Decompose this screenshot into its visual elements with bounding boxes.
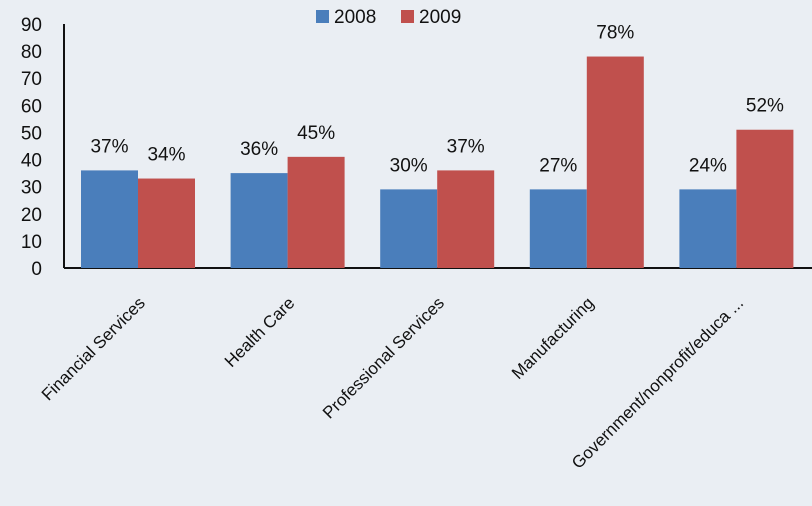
y-tick-label: 20 xyxy=(21,205,42,226)
legend-label: 2009 xyxy=(419,7,461,28)
bar-2008-1 xyxy=(81,170,138,268)
y-tick-label: 30 xyxy=(21,178,42,199)
bar-2008-4 xyxy=(529,189,587,268)
data-label: 37% xyxy=(447,136,485,157)
bar-2009-5 xyxy=(736,129,794,268)
y-tick-label: 60 xyxy=(21,96,42,117)
y-tick-label: 70 xyxy=(21,69,42,90)
data-label: 45% xyxy=(297,123,335,144)
bar-2008-2 xyxy=(230,173,288,268)
bar-2009-1 xyxy=(138,178,195,268)
bar-2009-3 xyxy=(437,170,495,268)
bar-2008-5 xyxy=(679,189,737,268)
legend-swatch-2009 xyxy=(401,10,414,23)
bar-2009-2 xyxy=(287,156,345,268)
y-tick-label: 50 xyxy=(21,123,42,144)
bars xyxy=(81,56,794,269)
data-label: 24% xyxy=(689,155,727,176)
bar-2009-4 xyxy=(586,56,644,269)
data-label: 36% xyxy=(240,139,278,160)
category-label: Manufacturing xyxy=(508,293,598,383)
y-tick-label: 90 xyxy=(21,15,42,36)
y-tick-label: 80 xyxy=(21,42,42,63)
category-label: Financial Services xyxy=(38,293,149,404)
data-label: 30% xyxy=(390,155,428,176)
data-label: 52% xyxy=(746,96,784,117)
y-tick-label: 10 xyxy=(21,232,42,253)
data-label: 37% xyxy=(90,136,128,157)
category-labels: Financial Services Health Care Professiona… xyxy=(38,293,747,472)
legend-label: 2008 xyxy=(334,7,376,28)
data-labels: 37% 34% 36% 45% 30% 37% 27% 78% 24% 52% xyxy=(90,23,784,177)
data-label: 27% xyxy=(539,155,577,176)
category-label: Government/nonprofit/educa ... xyxy=(568,293,747,472)
legend-swatch-2008 xyxy=(316,10,329,23)
y-tick-label: 0 xyxy=(31,259,42,280)
data-label: 78% xyxy=(596,23,634,44)
legend: 2008 2009 xyxy=(316,7,461,28)
bar-2008-3 xyxy=(380,189,438,268)
y-tick-label: 40 xyxy=(21,151,42,172)
data-label: 34% xyxy=(147,145,185,166)
category-label: Professional Services xyxy=(319,293,448,422)
category-label: Health Care xyxy=(221,293,299,371)
